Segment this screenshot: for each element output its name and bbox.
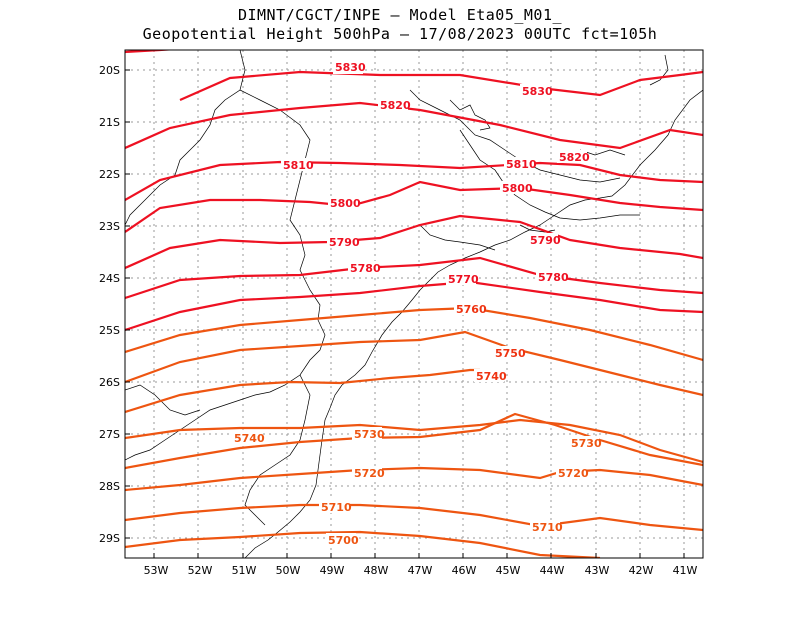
y-tick-label: 24S (99, 272, 120, 285)
x-tick-label: 47W (408, 564, 433, 577)
label-5760: 5760 (456, 303, 487, 316)
y-tick-labels: 20S 21S 22S 23S 24S 25S 26S 27S 28S 29S (99, 64, 120, 545)
contour-5700 (125, 530, 601, 558)
label-5790-a: 5790 (329, 236, 360, 249)
x-axis (153, 553, 685, 558)
label-5830-b: 5830 (522, 85, 553, 98)
x-tick-label: 48W (364, 564, 389, 577)
x-tick-label: 51W (232, 564, 257, 577)
x-tick-label: 42W (629, 564, 654, 577)
contour-5740b (125, 418, 703, 464)
label-5800-b: 5800 (502, 182, 533, 195)
label-5730-b: 5730 (571, 437, 602, 450)
label-5730-a: 5730 (354, 428, 385, 441)
y-tick-label: 25S (99, 324, 120, 337)
x-tick-label: 50W (276, 564, 301, 577)
label-5810-b: 5810 (506, 158, 537, 171)
x-tick-label: 45W (496, 564, 521, 577)
contour-5830b (179, 70, 703, 102)
x-tick-label: 52W (188, 564, 213, 577)
x-tick-label: 41W (673, 564, 698, 577)
label-5750: 5750 (495, 347, 526, 360)
contour-5790 (125, 214, 703, 270)
label-5820-a: 5820 (380, 99, 411, 112)
label-5740-b: 5740 (234, 432, 265, 445)
contour-5740 (125, 368, 480, 414)
label-5800-a: 5800 (330, 197, 361, 210)
contour-5720 (125, 466, 703, 492)
contour-5780 (125, 256, 703, 300)
y-tick-label: 21S (99, 116, 120, 129)
x-tick-label: 44W (540, 564, 565, 577)
y-tick-label: 26S (99, 376, 120, 389)
x-tick-labels: 53W 52W 51W 50W 49W 48W 47W 46W 45W 44W … (144, 564, 698, 577)
contour-5710 (125, 503, 703, 532)
contour-5730 (125, 412, 703, 470)
y-tick-label: 28S (99, 480, 120, 493)
label-5740-a: 5740 (476, 370, 507, 383)
label-5700: 5700 (328, 534, 359, 547)
contour-5820 (125, 101, 703, 150)
label-5790-b: 5790 (530, 234, 561, 247)
plot-frame (124, 49, 704, 559)
y-tick-label: 22S (99, 168, 120, 181)
contour-5810 (125, 160, 703, 201)
contours-high (125, 50, 703, 332)
x-tick-label: 49W (320, 564, 345, 577)
label-5780-b: 5780 (538, 271, 569, 284)
y-tick-label: 20S (99, 64, 120, 77)
label-5830-a: 5830 (335, 61, 366, 74)
label-5710-a: 5710 (321, 501, 352, 514)
contour-5750 (125, 330, 703, 397)
x-tick-label: 46W (452, 564, 477, 577)
title-line-2: Geopotential Height 500hPa — 17/08/2023 … (142, 25, 658, 43)
label-5820-b: 5820 (559, 151, 590, 164)
label-5710-b: 5710 (532, 521, 563, 534)
label-5770: 5770 (448, 273, 479, 286)
label-5810-a: 5810 (283, 159, 314, 172)
label-5780-a: 5780 (350, 262, 381, 275)
contour-5760 (125, 306, 703, 362)
contour-5770 (125, 280, 703, 332)
title-line-1: DIMNT/CGCT/INPE — Model Eta05_M01_ (237, 6, 563, 24)
contour-5800 (125, 180, 703, 233)
y-tick-label: 27S (99, 428, 120, 441)
contour-labels: 5830 5830 5820 5820 5810 5810 5800 5800 … (232, 61, 602, 547)
label-5720-a: 5720 (354, 467, 385, 480)
y-tick-label: 29S (99, 532, 120, 545)
y-axis (125, 69, 130, 539)
contour-5830a (125, 50, 177, 54)
x-tick-label: 43W (585, 564, 610, 577)
y-tick-label: 23S (99, 220, 120, 233)
label-5720-b: 5720 (558, 467, 589, 480)
contours-low (125, 306, 703, 558)
x-tick-label: 53W (144, 564, 169, 577)
